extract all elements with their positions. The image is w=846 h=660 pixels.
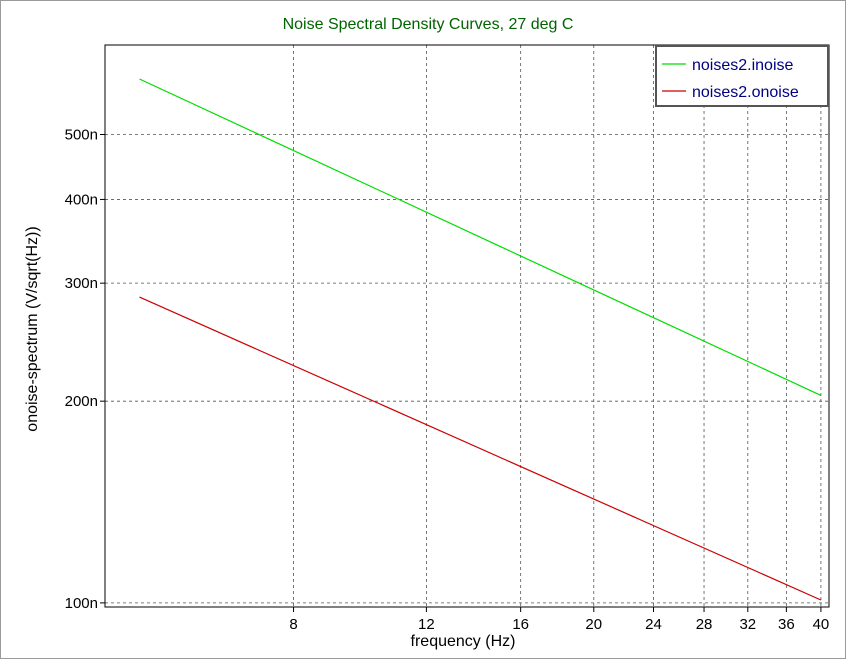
x-tick-label: 36 <box>778 616 795 633</box>
plot-area <box>104 44 830 608</box>
legend: noises2.inoise noises2.onoise <box>655 45 829 107</box>
series-line-noises2-onoise <box>139 296 822 601</box>
x-tick-label: 12 <box>418 616 435 633</box>
grid-layer <box>105 45 829 607</box>
x-tick-label: 20 <box>585 616 602 633</box>
tick-layer: 8 12 16 20 24 28 32 36 40 100n 200n 300n 400n 500n <box>65 126 830 633</box>
x-tick-label: 8 <box>289 616 297 633</box>
legend-label-noises2-onoise: noises2.onoise <box>692 84 799 101</box>
legend-box <box>655 45 829 107</box>
x-tick-label: 24 <box>645 616 662 633</box>
x-tick-label: 32 <box>739 616 756 633</box>
series-line-noises2-inoise <box>139 78 822 396</box>
legend-label-noises2-inoise: noises2.inoise <box>692 57 794 74</box>
y-tick-label: 100n <box>65 595 98 612</box>
x-tick-label: 28 <box>696 616 713 633</box>
y-tick-label: 300n <box>65 275 98 292</box>
x-axis-label: frequency (Hz) <box>411 633 516 650</box>
y-tick-label: 200n <box>65 393 98 410</box>
y-axis-label: onoise-spectrum (V/sqrt(Hz)) <box>24 226 41 431</box>
y-tick-label: 400n <box>65 191 98 208</box>
chart-title: Noise Spectral Density Curves, 27 deg C <box>283 16 574 33</box>
y-tick-label: 500n <box>65 126 98 143</box>
x-tick-label: 16 <box>512 616 529 633</box>
series-layer <box>139 78 822 601</box>
x-tick-label: 40 <box>813 616 830 633</box>
